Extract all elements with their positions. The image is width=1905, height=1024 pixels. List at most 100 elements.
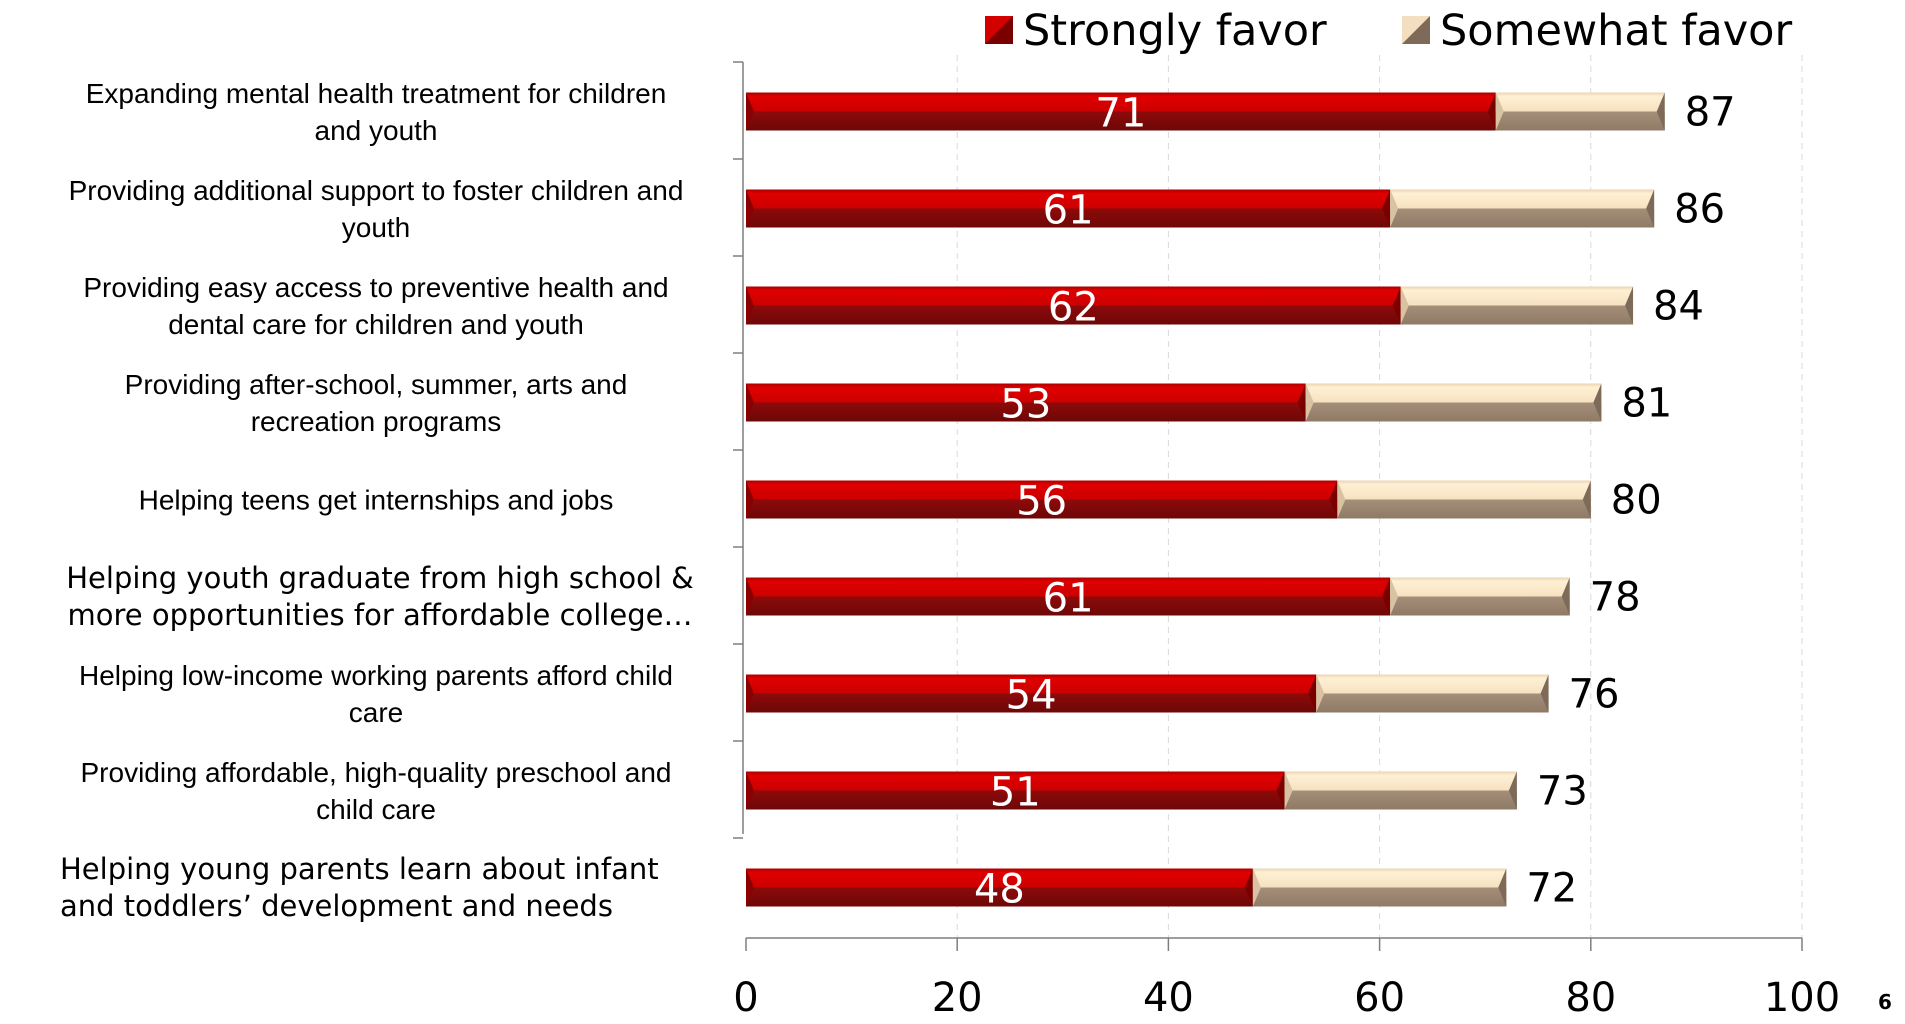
- bars: [746, 92, 1665, 907]
- category-label-line: Providing affordable, high-quality presc…: [81, 757, 672, 788]
- value-label-strongly-favor: 51: [990, 770, 1041, 816]
- bar-bevel: [1284, 771, 1293, 810]
- category-label-line: child care: [316, 794, 436, 825]
- bar-somewhat-favor: [1495, 92, 1665, 131]
- bar-bevel: [1244, 868, 1253, 907]
- category-label-line: Providing easy access to preventive heal…: [83, 272, 668, 303]
- category-label-line: and toddlers’ development and needs: [60, 889, 613, 923]
- category-label-line: Providing after-school, summer, arts and: [125, 369, 628, 400]
- bar-bevel: [1487, 92, 1496, 131]
- category-label: Helping youth graduate from high school …: [66, 561, 693, 632]
- bar-somewhat-favor: [1400, 286, 1634, 325]
- bar-bevel: [1625, 286, 1634, 325]
- bar-bevel: [1498, 868, 1507, 907]
- value-label-strongly-favor: 48: [974, 867, 1025, 913]
- category-label-line: and youth: [315, 115, 438, 146]
- bar-strongly-favor: [746, 674, 1317, 713]
- bar-strongly-favor: [746, 383, 1306, 422]
- x-tick-label: 40: [1143, 975, 1194, 1019]
- bar-bevel: [746, 92, 754, 131]
- value-label-total: 78: [1590, 575, 1641, 621]
- category-label-line: youth: [342, 212, 411, 243]
- value-label-total: 72: [1526, 866, 1577, 912]
- category-label: Providing easy access to preventive heal…: [83, 272, 668, 340]
- labels: 0 20 40 60 80 100 71 87 Expanding mental health …: [60, 78, 1840, 1021]
- value-label-total: 73: [1537, 769, 1588, 815]
- bar-strongly-favor: [746, 286, 1401, 325]
- x-tick-label: 80: [1565, 975, 1616, 1019]
- bar-bevel: [1308, 674, 1317, 713]
- bar-bevel: [1382, 577, 1391, 616]
- bar-strongly-favor: [746, 577, 1391, 616]
- value-label-total: 84: [1653, 284, 1704, 330]
- bar-bevel: [746, 383, 754, 422]
- value-label-strongly-favor: 71: [1095, 91, 1146, 137]
- bar-bevel: [1390, 189, 1399, 228]
- bar-somewhat-favor: [1305, 383, 1602, 422]
- bar-bevel: [1329, 480, 1338, 519]
- bar-bevel: [1297, 383, 1306, 422]
- bar-strongly-favor: [746, 771, 1285, 810]
- x-tick-label: 60: [1354, 975, 1405, 1019]
- value-label-total: 86: [1674, 187, 1725, 233]
- category-label-line: recreation programs: [251, 406, 502, 437]
- category-label: Helping teens get internships and jobs: [139, 485, 614, 516]
- bar-somewhat-favor: [1316, 674, 1549, 713]
- x-tick-label: 0: [733, 975, 758, 1019]
- category-label: Expanding mental health treatment for ch…: [86, 78, 667, 146]
- category-label-line: Expanding mental health treatment for ch…: [86, 78, 667, 109]
- bar-somewhat-favor: [1252, 868, 1507, 907]
- legend-swatch-shade: [1402, 16, 1430, 44]
- bar-bevel: [1392, 286, 1401, 325]
- value-label-strongly-favor: 62: [1048, 285, 1099, 331]
- x-tick-label: 20: [932, 975, 983, 1019]
- category-label: Helping young parents learn about infant…: [60, 852, 659, 923]
- bar-somewhat-favor: [1337, 480, 1591, 519]
- value-label-strongly-favor: 61: [1043, 576, 1094, 622]
- category-label-line: more opportunities for affordable colleg…: [68, 598, 693, 632]
- bar-bevel: [746, 480, 754, 519]
- bar-bevel: [1276, 771, 1285, 810]
- bar-bevel: [1656, 92, 1665, 131]
- category-label: Providing additional support to foster c…: [69, 175, 684, 243]
- bar-strongly-favor: [746, 189, 1391, 228]
- category-label-line: Helping young parents learn about infant: [60, 852, 659, 886]
- bar-bevel: [746, 286, 754, 325]
- bar-somewhat-favor: [1390, 189, 1655, 228]
- bar-bevel: [1646, 189, 1655, 228]
- category-label-line: Helping youth graduate from high school …: [66, 561, 693, 595]
- bar-bevel: [1390, 577, 1399, 616]
- bar-bevel: [1561, 577, 1570, 616]
- category-label-line: Helping low-income working parents affor…: [79, 660, 673, 691]
- axes: [733, 61, 1803, 951]
- category-label-line: Providing additional support to foster c…: [69, 175, 684, 206]
- legend: Strongly favor Somewhat favor: [985, 6, 1792, 56]
- bar-bevel: [746, 771, 754, 810]
- bar-bevel: [1540, 674, 1549, 713]
- bar-bevel: [746, 674, 754, 713]
- category-label: Providing affordable, high-quality presc…: [81, 757, 672, 825]
- legend-item-somewhat-favor: Somewhat favor: [1402, 6, 1792, 56]
- value-label-strongly-favor: 61: [1043, 188, 1094, 234]
- value-label-total: 80: [1611, 478, 1662, 524]
- legend-item-strongly-favor: Strongly favor: [985, 6, 1327, 56]
- value-label-strongly-favor: 53: [1000, 382, 1051, 428]
- value-label-total: 81: [1621, 381, 1672, 427]
- legend-label-strongly-favor: Strongly favor: [1023, 6, 1327, 56]
- bar-strongly-favor: [746, 92, 1496, 131]
- bar-bevel: [746, 868, 754, 907]
- x-tick-label: 100: [1764, 975, 1840, 1019]
- legend-label-somewhat-favor: Somewhat favor: [1440, 6, 1792, 56]
- value-label-strongly-favor: 54: [1006, 673, 1057, 719]
- value-label-strongly-favor: 56: [1016, 479, 1067, 525]
- bar-bevel: [1582, 480, 1591, 519]
- bar-bevel: [1400, 286, 1409, 325]
- category-label-line: care: [349, 697, 403, 728]
- bar-bevel: [1508, 771, 1517, 810]
- category-label-line: dental care for children and youth: [168, 309, 584, 340]
- bar-somewhat-favor: [1284, 771, 1517, 810]
- value-label-total: 76: [1569, 672, 1620, 718]
- bar-somewhat-favor: [1390, 577, 1570, 616]
- bar-bevel: [1337, 480, 1346, 519]
